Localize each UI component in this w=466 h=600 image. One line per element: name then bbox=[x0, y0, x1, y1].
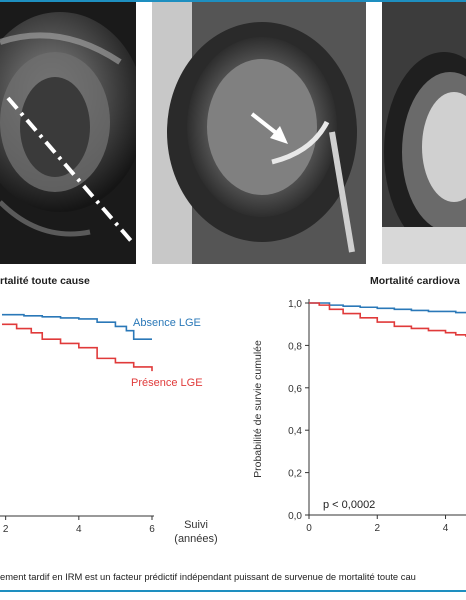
y-axis-label: Probabilité de survie cumulée bbox=[252, 340, 264, 478]
bottom-accent-line bbox=[0, 590, 466, 592]
x-tick-label: 2 bbox=[3, 524, 9, 535]
x-tick-label: 4 bbox=[76, 524, 82, 535]
presence-lge-curve bbox=[2, 323, 153, 372]
presence-lge-label: Présence LGE bbox=[131, 377, 203, 389]
y-tick-label: 0,0 bbox=[288, 511, 302, 522]
figure-caption: ement tardif en IRM est un facteur prédi… bbox=[0, 571, 416, 582]
mri-image-middle bbox=[152, 2, 366, 264]
x-tick-label: 6 bbox=[149, 524, 155, 535]
right-panel-title: Mortalité cardiova bbox=[370, 275, 460, 287]
x-tick-label: 4 bbox=[443, 523, 449, 534]
x-axis-label-line1: Suivi bbox=[184, 519, 208, 531]
presence-lge-curve bbox=[309, 302, 466, 337]
y-tick-label: 1,0 bbox=[288, 299, 302, 310]
left-panel-title: rtalité toute cause bbox=[0, 275, 90, 287]
left-survival-chart: 2 4 6 Absence LGE Présence LGE Suivi (années) bbox=[0, 288, 240, 558]
absence-lge-curve bbox=[309, 302, 466, 314]
right-survival-chart: 0,0 0,2 0,4 0,6 0,8 1,0 0 2 4 Probabilité de surv… bbox=[248, 288, 466, 558]
absence-lge-curve bbox=[2, 313, 152, 341]
y-tick-label: 0,6 bbox=[288, 384, 302, 395]
mri-image-right bbox=[382, 2, 466, 264]
x-tick-label: 2 bbox=[374, 523, 380, 534]
y-tick-label: 0,8 bbox=[288, 341, 302, 352]
y-tick-label: 0,4 bbox=[288, 426, 302, 437]
top-accent-line bbox=[0, 0, 466, 2]
y-tick-label: 0,2 bbox=[288, 469, 302, 480]
p-value-annotation: p < 0,0002 bbox=[323, 499, 375, 511]
mri-image-left bbox=[0, 2, 136, 264]
x-axis-label-line2: (années) bbox=[174, 533, 217, 545]
absence-lge-label: Absence LGE bbox=[133, 317, 201, 329]
x-tick-label: 0 bbox=[306, 523, 312, 534]
